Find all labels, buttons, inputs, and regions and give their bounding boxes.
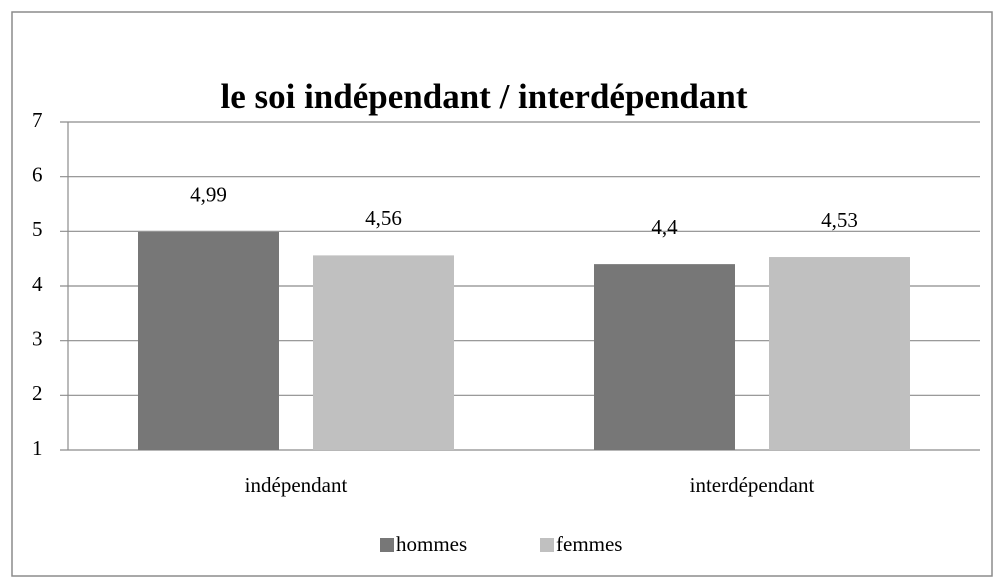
y-tick-label: 7 [32,108,43,132]
value-label: 4,4 [651,215,678,239]
x-tick-label: interdépendant [690,473,815,497]
chart-title: le soi indépendant / interdépendant [220,77,747,116]
y-tick-label: 6 [32,162,43,186]
legend-label: femmes [556,532,622,556]
bar [138,231,279,450]
value-label: 4,99 [190,183,227,207]
bar [594,264,735,450]
y-tick-label: 1 [32,436,43,460]
legend-label: hommes [396,532,467,556]
y-tick-label: 2 [32,381,43,405]
x-tick-label: indépendant [245,473,348,497]
y-tick-label: 5 [32,217,43,241]
legend-swatch [540,538,554,552]
bar [313,255,454,450]
value-label: 4,53 [821,208,858,232]
value-label: 4,56 [365,206,402,230]
y-tick-label: 3 [32,326,43,350]
bar [769,257,910,450]
legend-swatch [380,538,394,552]
y-tick-label: 4 [32,272,43,296]
